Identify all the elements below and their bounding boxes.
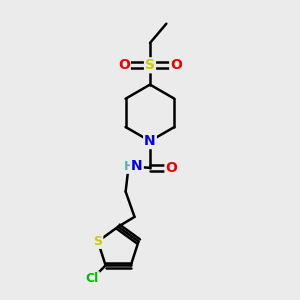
Text: O: O xyxy=(166,161,177,175)
Text: O: O xyxy=(118,58,130,72)
Text: H: H xyxy=(123,160,134,173)
Text: S: S xyxy=(145,58,155,72)
Text: Cl: Cl xyxy=(85,272,99,285)
Text: N: N xyxy=(131,159,143,173)
Text: S: S xyxy=(93,235,102,248)
Text: N: N xyxy=(144,134,156,148)
Text: O: O xyxy=(170,58,182,72)
